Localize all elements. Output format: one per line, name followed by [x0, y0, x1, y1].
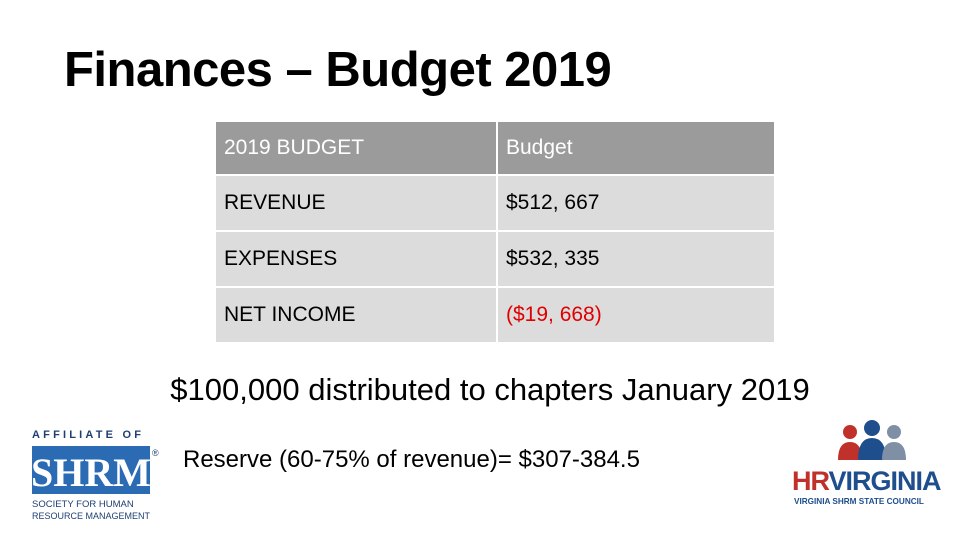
table-cell: $532, 335 [496, 230, 776, 288]
slide-title: Finances – Budget 2019 [64, 43, 612, 97]
logo-text: VIRGINIA SHRM STATE COUNCIL [794, 497, 924, 506]
hrvirginia-logo: HRVIRGINIA VIRGINIA SHRM STATE COUNCIL [792, 420, 942, 506]
people-icon [838, 420, 906, 460]
table-cell: REVENUE [214, 174, 498, 232]
logo-text: RESOURCE MANAGEMENT [32, 511, 151, 521]
note: Reserve (60-75% of revenue)= $307-384.5 [183, 446, 640, 473]
table-row: EXPENSES $532, 335 [214, 230, 776, 288]
logo-text: SOCIETY FOR HUMAN [32, 499, 134, 510]
logo-hr: HR [792, 466, 829, 496]
table-cell: NET INCOME [214, 286, 498, 344]
logo-text: HRVIRGINIA [792, 466, 941, 496]
budget-table: 2019 BUDGET Budget REVENUE $512, 667 EXP… [214, 120, 776, 344]
logo-virginia: VIRGINIA [829, 466, 942, 496]
table-cell: EXPENSES [214, 230, 498, 288]
note: $100,000 distributed to chapters January… [170, 372, 810, 407]
table-cell: $512, 667 [496, 174, 776, 232]
header-row: 2019 BUDGET Budget [214, 120, 776, 176]
logo-text: ® [152, 448, 159, 458]
table-row: NET INCOME ($19, 668) [214, 286, 776, 344]
shrm-logo: AFFILIATE OF SHRM ® SOCIETY FOR HUMAN RE… [31, 429, 159, 521]
header-cell: 2019 BUDGET [214, 120, 498, 176]
logo-text: AFFILIATE OF [32, 429, 144, 441]
table-cell: ($19, 668) [496, 286, 776, 344]
logo-text: SHRM [31, 450, 151, 495]
header-cell: Budget [496, 120, 776, 176]
table-row: REVENUE $512, 667 [214, 174, 776, 232]
logo-box [32, 446, 150, 494]
